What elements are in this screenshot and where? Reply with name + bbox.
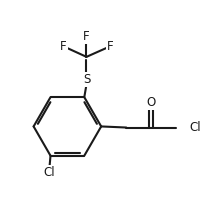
Text: S: S [83, 73, 90, 86]
Text: F: F [83, 30, 90, 43]
Text: F: F [107, 40, 113, 53]
Text: F: F [60, 40, 67, 53]
Text: O: O [147, 96, 156, 109]
Text: Cl: Cl [189, 121, 201, 134]
Text: Cl: Cl [43, 166, 55, 179]
